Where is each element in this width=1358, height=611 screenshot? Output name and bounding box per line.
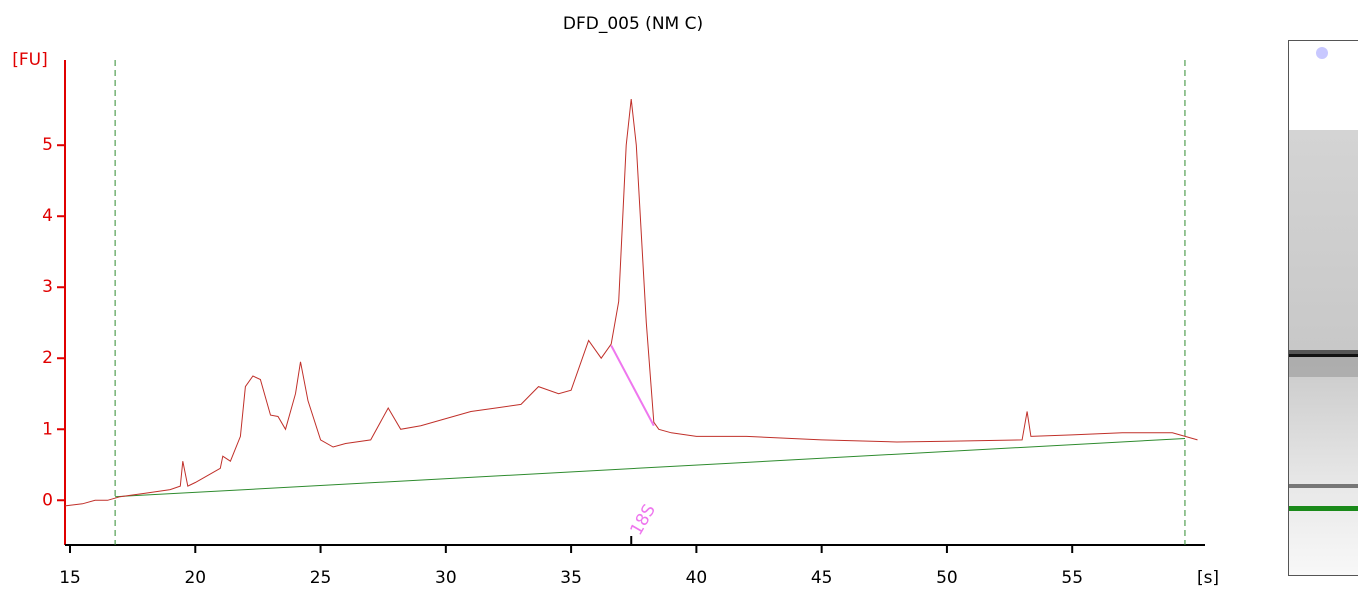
- x-tick-label: 50: [936, 568, 958, 588]
- y-axis-label: [FU]: [12, 50, 48, 70]
- gel-lane: [1289, 41, 1358, 576]
- x-tick-label: 55: [1061, 568, 1083, 588]
- marker-label: 18S: [626, 501, 660, 539]
- trace: [65, 99, 1198, 506]
- baseline: [115, 439, 1185, 497]
- y-tick-label: 2: [42, 348, 53, 368]
- y-tick-label: 1: [42, 419, 53, 439]
- y-tick-label: 0: [42, 490, 53, 510]
- y-tick-label: 3: [42, 277, 53, 297]
- x-tick-label: 30: [435, 568, 457, 588]
- x-axis-label: [s]: [1197, 568, 1219, 588]
- x-tick-label: 25: [310, 568, 332, 588]
- peak-line: [611, 346, 654, 426]
- x-tick-label: 15: [59, 568, 81, 588]
- x-tick-label: 20: [184, 568, 206, 588]
- x-tick-label: 45: [811, 568, 833, 588]
- x-tick-label: 40: [686, 568, 708, 588]
- chart-title: DFD_005 (NM C): [563, 14, 703, 34]
- y-tick-label: 5: [42, 135, 53, 155]
- y-tick-label: 4: [42, 206, 53, 226]
- x-tick-label: 35: [560, 568, 582, 588]
